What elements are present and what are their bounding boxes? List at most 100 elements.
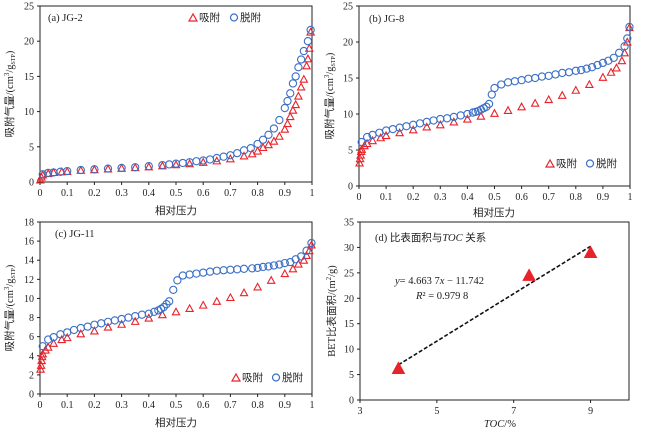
adsorption-point — [212, 296, 222, 305]
y-tick-label: 35 — [344, 218, 354, 229]
fit-line — [398, 245, 591, 366]
desorption-point — [524, 74, 533, 83]
x-tick-label: 0 — [38, 400, 43, 411]
adsorption-point — [356, 146, 366, 155]
desorption-point — [517, 76, 526, 85]
desorption-point — [503, 78, 513, 87]
desorption-point — [306, 25, 315, 35]
panel-d-title: (d) 比表面积与TOC 关系 — [375, 231, 486, 244]
x-tick-label: 0.3 — [115, 188, 128, 199]
desorption-point — [456, 111, 465, 120]
desorption-point — [598, 58, 608, 68]
desorption-point — [239, 264, 249, 273]
desorption-point — [593, 60, 602, 70]
desorption-point — [537, 72, 547, 81]
desorption-point — [544, 71, 553, 80]
adsorption-point — [225, 292, 235, 302]
desorption-point — [275, 115, 284, 125]
desorption-point — [604, 56, 613, 65]
fit-r-squared: R² = 0.979 8 — [415, 291, 468, 302]
desorption-point — [296, 55, 306, 64]
legend-desorption-marker — [229, 13, 239, 22]
y-tick-label: 20 — [343, 38, 353, 49]
desorption-point — [402, 122, 411, 131]
adsorption-point — [598, 72, 608, 81]
adsorption-point — [376, 133, 386, 142]
desorption-point — [283, 96, 292, 106]
y-tick-label: 2 — [29, 370, 34, 381]
adsorption-point — [476, 111, 486, 120]
panel-c: (c) JG-11 相对压力 吸附气量/(cm3/gSTP) 吸附 脱附 0 0.… — [3, 218, 316, 429]
desorption-point — [582, 64, 591, 73]
desorption-point — [264, 130, 273, 139]
desorption-point — [83, 322, 92, 331]
desorption-point — [269, 124, 279, 133]
adsorption-point — [381, 130, 391, 140]
desorption-point — [76, 165, 85, 175]
panel-d: (d) 比表面积与TOC 关系 TOC/% BET比表面积/(m2/g) y= … — [325, 218, 630, 430]
desorption-point — [49, 332, 58, 342]
bet-point — [522, 268, 536, 281]
desorption-point — [388, 124, 398, 134]
desorption-point — [178, 271, 187, 280]
y-tick-label: 20 — [344, 294, 354, 305]
panel-a-legend: 吸附 脱附 — [187, 11, 261, 24]
desorption-point — [558, 68, 567, 78]
x-tick-label: 7 — [511, 406, 516, 417]
desorption-point — [205, 155, 215, 164]
x-tick-label: 0.3 — [434, 192, 447, 203]
desorption-point — [137, 310, 147, 319]
adsorption-point — [103, 322, 113, 331]
panel-b: (b) JG-8 相对压力 吸附气量/(cm3/gSTP) 吸附 脱附 0 0.1… — [323, 2, 634, 219]
x-tick-label: 0.2 — [88, 400, 101, 411]
plot-frame — [359, 221, 630, 401]
desorption-point — [288, 79, 298, 88]
adsorption-point — [571, 85, 581, 94]
adsorption-point — [544, 94, 554, 104]
adsorption-point — [239, 287, 249, 297]
desorption-point — [226, 265, 235, 274]
desorption-point — [169, 285, 178, 294]
x-tick-label: 0.8 — [570, 192, 583, 203]
desorption-point — [280, 258, 289, 268]
y-tick-label: 10 — [344, 345, 354, 356]
desorption-point — [56, 330, 65, 339]
panel-a-xlabel: 相对压力 — [155, 204, 197, 217]
x-tick-label: 0.6 — [197, 400, 210, 411]
legend-desorption-label: 脱附 — [240, 11, 261, 24]
x-tick-label: 0.9 — [597, 192, 610, 203]
desorption-point — [246, 144, 255, 153]
y-tick-label: 0 — [29, 390, 34, 401]
desorption-point — [212, 266, 221, 275]
adsorption-point — [304, 43, 314, 52]
adsorption-point — [57, 334, 67, 344]
legend-adsorption-marker — [187, 12, 199, 22]
desorption-point — [415, 119, 425, 128]
desorption-point — [291, 72, 300, 81]
x-tick-label: 0.4 — [143, 188, 156, 199]
x-tick-label: 0.6 — [515, 192, 528, 203]
adsorption-point — [617, 55, 627, 65]
adsorption-point — [503, 105, 513, 114]
adsorption-point — [288, 105, 298, 114]
adsorption-point — [422, 122, 432, 131]
x-tick-label: 9 — [588, 406, 593, 417]
x-tick-label: 0.4 — [461, 192, 474, 203]
desorption-point — [442, 114, 452, 123]
y-tick-label: 15 — [344, 319, 354, 330]
desorption-point — [158, 160, 167, 170]
desorption-point — [173, 276, 182, 285]
adsorption-point — [239, 151, 249, 160]
fit-equation: y= 4.663 7x − 11.742 — [394, 276, 484, 287]
desorption-point — [185, 270, 194, 279]
panel-a-title: (a) JG-2 — [48, 13, 83, 24]
desorption-point — [253, 139, 262, 149]
adsorption-point — [282, 118, 293, 128]
desorption-point — [280, 103, 289, 113]
x-tick-label: 0.2 — [407, 192, 420, 203]
panel-c-legend: 吸附 脱附 — [230, 371, 303, 384]
desorption-point — [154, 306, 163, 315]
legend-desorption-marker — [585, 159, 595, 168]
panel-c-xlabel: 相对压力 — [155, 416, 197, 429]
